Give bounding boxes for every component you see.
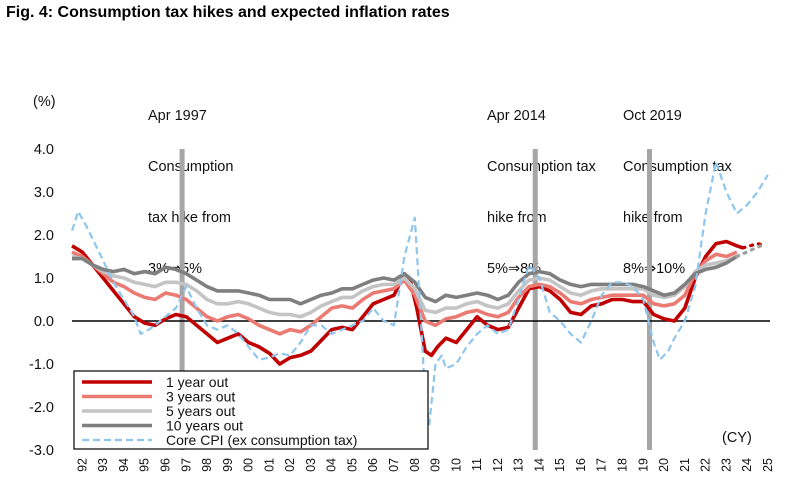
x-tick-label: 20 bbox=[657, 458, 671, 472]
y-tick-label: 2.0 bbox=[34, 228, 54, 244]
x-tick-label: 06 bbox=[366, 458, 380, 472]
legend-label: 10 years out bbox=[166, 418, 243, 434]
legend-label: 1 year out bbox=[166, 374, 228, 390]
series-core-cpi-ex-consumption-tax bbox=[70, 160, 769, 426]
x-tick-label: 13 bbox=[512, 458, 526, 472]
x-tick-label: 03 bbox=[304, 458, 318, 472]
y-tick-label: -1.0 bbox=[29, 357, 54, 373]
x-tick-label: 16 bbox=[574, 458, 588, 472]
x-tick-label: 07 bbox=[387, 458, 401, 472]
annotation-line: Consumption bbox=[148, 159, 234, 175]
x-tick-label: 96 bbox=[158, 458, 172, 472]
legend-label: 5 years out bbox=[166, 403, 235, 419]
series-5-years-out bbox=[71, 254, 738, 319]
y-tick-label: 0.0 bbox=[34, 314, 54, 330]
annotation-line: Apr 1997 bbox=[148, 108, 207, 124]
x-tick-label: 04 bbox=[325, 458, 339, 472]
annotation-line: hike from bbox=[623, 210, 683, 226]
axes: (%) -3.0 -2.0 -1.0 0.0 1.0 2.0 3.0 4.0 92 93 94 95 96… bbox=[29, 94, 775, 472]
series-10-years-out-projection bbox=[735, 242, 768, 259]
x-tick-label: 22 bbox=[699, 458, 713, 472]
chart-title: Fig. 4: Consumption tax hikes and expect… bbox=[6, 4, 450, 21]
series-1-year-out bbox=[71, 239, 744, 366]
x-tick-label: 17 bbox=[595, 458, 609, 472]
y-axis-unit: (%) bbox=[33, 94, 56, 110]
annotation-line: tax hike from bbox=[148, 210, 231, 226]
legend-label: Core CPI (ex consumption tax) bbox=[166, 432, 357, 448]
y-tick-label: 3.0 bbox=[34, 185, 54, 201]
x-tick-label: 19 bbox=[636, 458, 650, 472]
x-tick-label: 98 bbox=[200, 458, 214, 472]
x-tick-label: 21 bbox=[678, 458, 692, 472]
x-tick-label: 99 bbox=[221, 458, 235, 472]
x-axis-unit: (CY) bbox=[722, 430, 752, 446]
x-tick-label: 14 bbox=[532, 458, 546, 472]
x-tick-label: 08 bbox=[408, 458, 422, 472]
x-tick-label: 02 bbox=[283, 458, 297, 472]
x-tick-label: 93 bbox=[96, 458, 110, 472]
x-tick-label: 94 bbox=[117, 458, 131, 472]
x-tick-label: 97 bbox=[179, 458, 193, 472]
y-tick-label: 1.0 bbox=[34, 271, 54, 287]
y-tick-label: -3.0 bbox=[29, 443, 54, 459]
x-tick-label: 09 bbox=[429, 458, 443, 472]
x-tick-label: 24 bbox=[740, 458, 754, 472]
x-tick-label: 12 bbox=[491, 458, 505, 472]
legend-label: 3 years out bbox=[166, 389, 235, 405]
x-tick-label: 10 bbox=[449, 458, 463, 472]
x-tick-label: 00 bbox=[242, 458, 256, 472]
x-tick-label: 23 bbox=[719, 458, 733, 472]
y-tick-label: 4.0 bbox=[34, 142, 54, 158]
x-tick-label: 92 bbox=[75, 458, 89, 472]
x-tick-label: 01 bbox=[262, 458, 276, 472]
series-lines bbox=[70, 160, 769, 426]
annotation-line: 8%⇒10% bbox=[623, 261, 686, 277]
annotation-line: Apr 2014 bbox=[487, 108, 546, 124]
x-tick-label: 25 bbox=[761, 458, 775, 472]
x-tick-label: 18 bbox=[616, 458, 630, 472]
annotation-line: Oct 2019 bbox=[623, 108, 682, 124]
y-tick-label: -2.0 bbox=[29, 400, 54, 416]
x-tick-label: 15 bbox=[553, 458, 567, 472]
series-1-year-out-projection bbox=[741, 242, 768, 250]
annotation-line: hike from bbox=[487, 210, 547, 226]
x-tick-label: 95 bbox=[138, 458, 152, 472]
x-tick-label: 11 bbox=[470, 458, 484, 471]
annotation-line: Consumption tax bbox=[487, 159, 596, 175]
x-tick-label: 05 bbox=[345, 458, 359, 472]
